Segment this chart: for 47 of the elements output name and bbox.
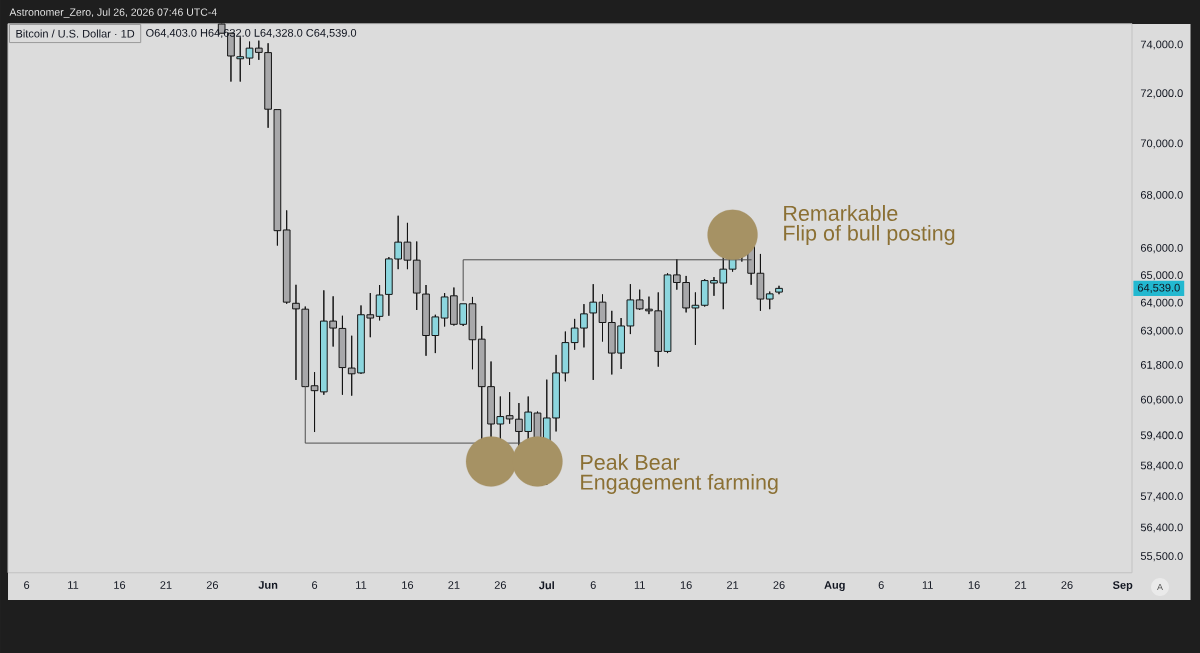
y-tick-label: 70,000.0 [1140, 139, 1183, 149]
y-tick-label: 61,800.0 [1140, 360, 1183, 371]
x-tick-label: Sep [1112, 581, 1133, 592]
x-tick-label: 16 [968, 581, 980, 589]
y-tick-label: 58,400.0 [1140, 461, 1183, 471]
x-tick-label: Aug [824, 581, 845, 592]
x-tick-label: 11 [356, 581, 367, 589]
x-tick-label: 16 [680, 581, 692, 589]
x-tick-label: 16 [402, 581, 414, 589]
x-tick-label: 6 [24, 581, 30, 589]
text: A [1157, 583, 1163, 591]
x-tick-label: 26 [494, 581, 506, 589]
x-tick-label: 6 [312, 581, 318, 589]
x-tick-label: 21 [448, 581, 460, 589]
x-tick-label: 21 [727, 581, 739, 589]
x-tick-label: Jul [538, 581, 554, 590]
x-tick-label: Jun [258, 581, 278, 589]
annotation: Flip of bull posting [784, 224, 955, 245]
x-tick-label: 26 [206, 581, 219, 589]
y-tick-label: 65,000.0 [1140, 271, 1183, 281]
annotation: Remarkable [784, 205, 898, 221]
y-tick-label: 57,400.0 [1140, 492, 1183, 502]
x-tick-label: 21 [1014, 581, 1027, 589]
y-tick-label: 72,000.0 [1140, 89, 1183, 99]
y-tick-label: 55,500.0 [1140, 552, 1183, 562]
x-tick-label: 6 [878, 581, 884, 589]
y-tick-label: 63,000.0 [1140, 326, 1183, 336]
annotation: Peak Bear [581, 454, 680, 470]
x-tick-label: 11 [634, 581, 645, 589]
y-tick-label: 68,000.0 [1140, 190, 1183, 201]
x-tick-label: 11 [922, 581, 933, 589]
y-tick-label: 74,000.0 [1140, 40, 1183, 50]
y-tick-label: 60,600.0 [1140, 395, 1183, 405]
x-tick-label: 16 [114, 581, 126, 589]
y-tick-label: 59,400.0 [1140, 431, 1183, 441]
x-tick-label: 26 [1061, 581, 1073, 589]
x-tick-label: 6 [590, 581, 596, 589]
x-tick-label: 21 [160, 581, 172, 589]
y-tick-label: 66,000.0 [1140, 244, 1183, 254]
x-tick-label: 11 [68, 581, 79, 589]
text: Astronomer_Zero, Jul 26, 2026 07:46 UTC-4 [9, 8, 217, 18]
x-tick-label: 26 [773, 581, 785, 589]
text: 64,539.0 [1137, 283, 1180, 293]
chart-title: Bitcoin / U.S. Dollar · 1D [16, 29, 135, 38]
y-tick-label: 64,000.0 [1140, 298, 1183, 308]
y-tick-label: 56,400.0 [1140, 523, 1183, 533]
annotation: Engagement farming [581, 473, 778, 494]
